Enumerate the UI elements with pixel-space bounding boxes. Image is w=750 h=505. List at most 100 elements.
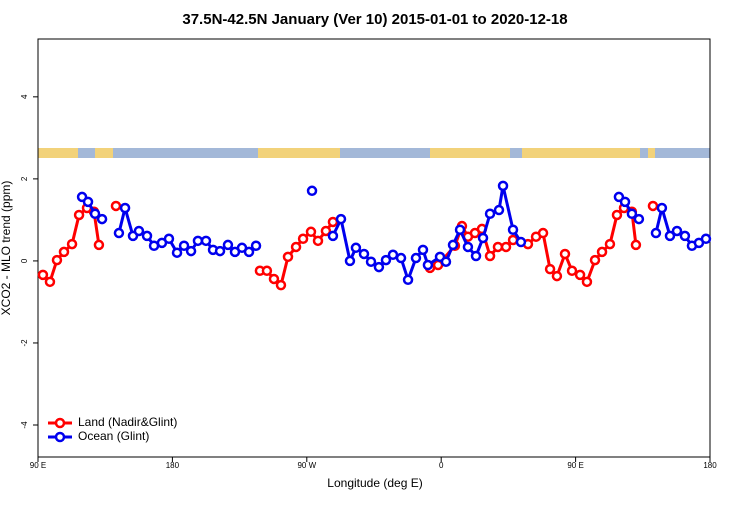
data-point — [447, 239, 459, 251]
data-point — [422, 259, 434, 271]
data-point — [700, 233, 712, 245]
data-point — [178, 240, 190, 251]
data-point — [110, 200, 122, 212]
data-point — [171, 247, 183, 258]
legend-marker — [54, 431, 66, 443]
data-point — [581, 276, 593, 288]
y-axis-label: XCO2 - MLO trend (ppm) — [0, 181, 13, 316]
data-point — [619, 196, 631, 208]
data-point — [630, 239, 642, 251]
data-point — [358, 248, 370, 260]
data-point — [493, 204, 505, 216]
data-point — [335, 213, 347, 225]
data-point — [344, 255, 356, 267]
land-ocean-strip — [38, 148, 710, 158]
data-point — [380, 254, 392, 266]
data-point — [484, 208, 496, 219]
data-point — [306, 185, 318, 197]
data-point — [626, 208, 638, 219]
data-point — [89, 208, 101, 219]
y-tick-label: 2 — [20, 176, 29, 181]
data-point — [440, 256, 452, 267]
data-point — [656, 202, 668, 214]
data-point — [365, 256, 377, 267]
data-point — [589, 254, 601, 266]
data-point — [462, 241, 474, 253]
data-point — [350, 242, 362, 254]
x-tick-label: 0 — [439, 461, 444, 470]
data-point — [282, 251, 294, 263]
legend-marker — [54, 417, 66, 429]
data-point — [119, 202, 131, 214]
data-point — [454, 224, 466, 235]
data-point — [73, 209, 85, 221]
data-point — [243, 246, 255, 258]
data-point — [82, 196, 94, 208]
data-point — [551, 270, 563, 282]
data-point — [410, 252, 422, 264]
data-point — [500, 241, 512, 253]
data-point — [664, 230, 676, 242]
legend-label: Ocean (Glint) — [78, 429, 149, 443]
data-point — [250, 240, 262, 251]
x-tick-label: 180 — [703, 461, 717, 470]
data-point — [544, 263, 556, 275]
data-point — [297, 233, 309, 245]
x-tick-label: 90 E — [567, 461, 583, 470]
data-point — [51, 254, 63, 266]
data-point — [66, 238, 78, 250]
legend-label: Land (Nadir&Glint) — [78, 415, 177, 429]
data-point — [596, 246, 608, 258]
data-point — [395, 252, 407, 264]
data-point — [671, 225, 683, 237]
plot-frame — [37, 38, 711, 458]
data-point — [275, 279, 287, 291]
data-point — [477, 232, 489, 244]
data-point — [163, 233, 175, 245]
data-point — [93, 239, 105, 251]
data-point — [320, 225, 332, 237]
data-point — [222, 239, 234, 251]
data-point — [96, 213, 108, 225]
y-tick-label: 0 — [20, 258, 29, 263]
data-point — [141, 230, 153, 242]
data-point — [327, 230, 339, 242]
data-point — [113, 227, 125, 239]
data-point — [559, 248, 571, 260]
data-point — [200, 235, 212, 247]
data-point — [387, 249, 399, 261]
data-point — [515, 236, 527, 248]
data-point — [537, 227, 549, 239]
data-point — [58, 246, 70, 258]
data-point — [484, 250, 496, 262]
data-point — [647, 200, 659, 212]
chart-title: 37.5N-42.5N January (Ver 10) 2015-01-01 … — [182, 11, 567, 28]
data-point — [327, 216, 339, 228]
data-point — [417, 244, 429, 256]
data-point — [312, 235, 324, 247]
y-tick-label: -4 — [20, 421, 29, 429]
data-point — [566, 265, 578, 277]
data-point — [261, 265, 273, 277]
data-point — [192, 235, 204, 247]
data-point — [497, 180, 509, 192]
data-point — [37, 269, 49, 281]
y-tick-label: -2 — [20, 339, 29, 347]
data-point — [650, 227, 662, 239]
data-point — [214, 245, 226, 257]
data-point — [633, 213, 645, 225]
x-axis-label: Longitude (deg E) — [327, 476, 422, 490]
data-point — [507, 224, 519, 235]
x-tick-label: 90 E — [30, 461, 46, 470]
data-point — [268, 273, 280, 285]
data-point — [679, 230, 691, 242]
data-point — [470, 250, 482, 262]
data-point — [305, 226, 317, 238]
data-point — [44, 276, 56, 288]
data-point — [402, 274, 414, 286]
y-tick-label: 4 — [20, 94, 29, 99]
x-tick-label: 180 — [166, 461, 180, 470]
data-point — [604, 238, 616, 250]
data-point — [133, 225, 145, 237]
